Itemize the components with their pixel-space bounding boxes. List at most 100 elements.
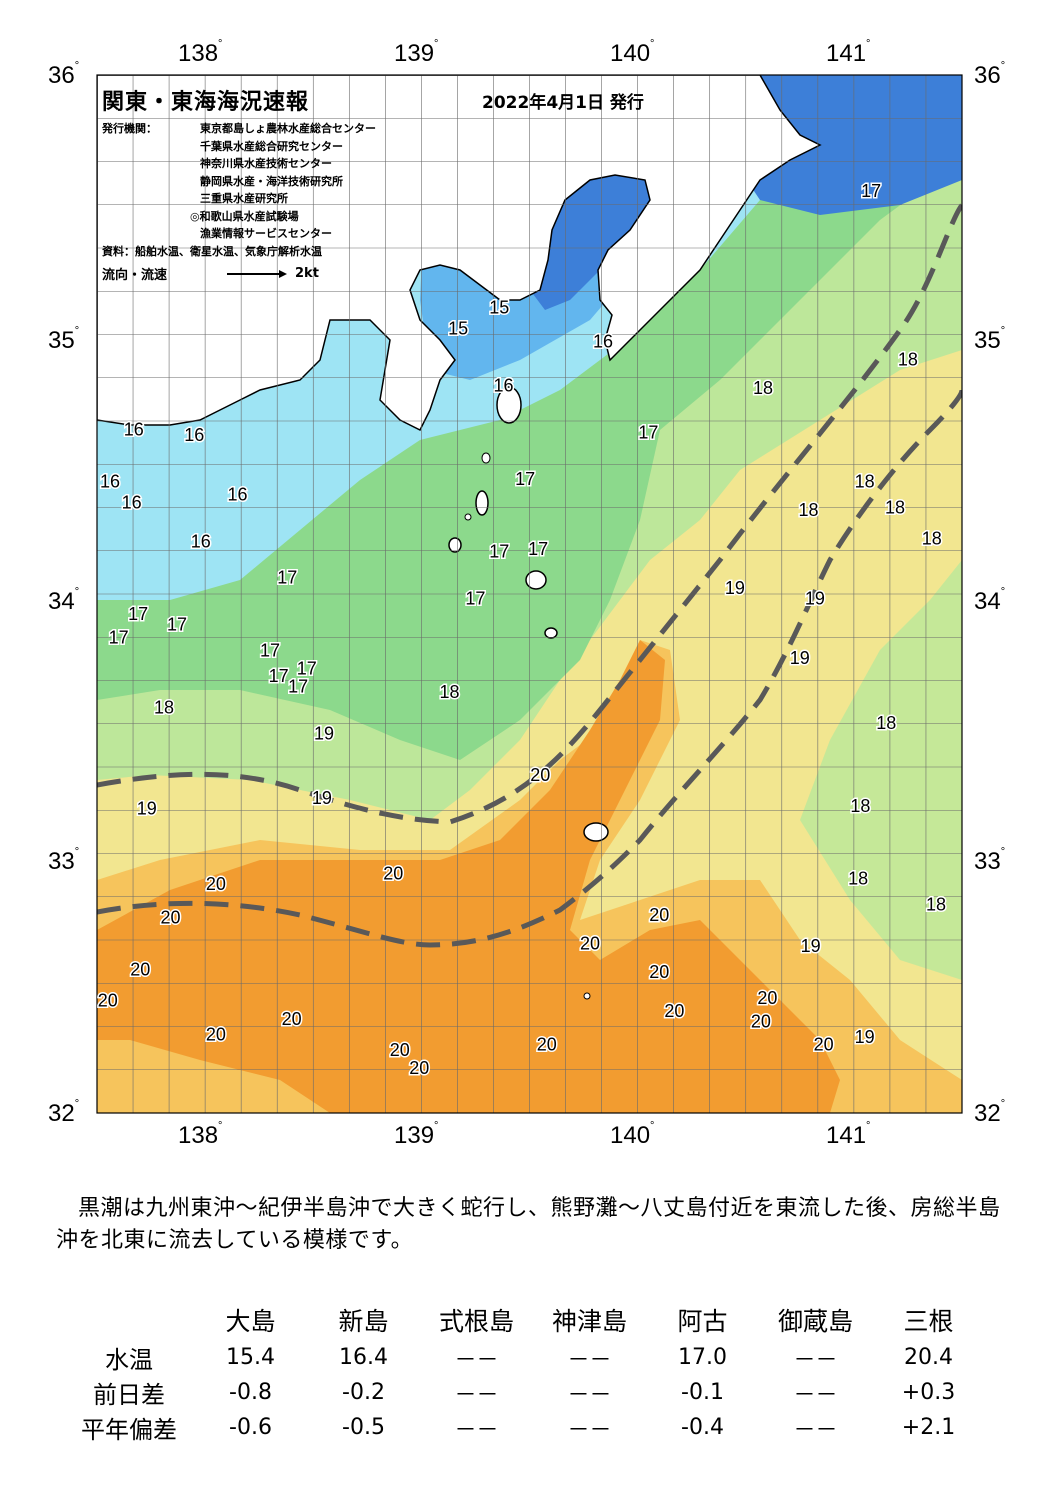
- temperature-label: 18: [850, 796, 870, 816]
- zone-18-east: [800, 560, 962, 980]
- temperature-label: 18: [922, 529, 942, 549]
- station-header: 大島: [225, 1307, 276, 1336]
- temperature-label: 16: [228, 485, 248, 505]
- temperature-label: 15: [489, 298, 509, 318]
- lon-label-top-140: 140°: [610, 38, 655, 67]
- temperature-label: 17: [489, 542, 509, 562]
- temperature-label: 17: [109, 627, 129, 647]
- island-shikinejima: [464, 513, 472, 521]
- row-label: 平年偏差: [81, 1416, 177, 1444]
- temperature-label: 20: [649, 905, 669, 925]
- island-mikurajima: [544, 627, 558, 639]
- temperature-label: 16: [593, 331, 613, 351]
- temperature-label: 19: [805, 588, 825, 608]
- temperature-label: 16: [191, 531, 211, 551]
- table-row: 平年偏差 -0.6 -0.5 －－ －－ -0.4 －－ +2.1: [64, 1410, 985, 1445]
- lon-label-top-138: 138°: [178, 38, 223, 67]
- table-cell: 17.0: [678, 1345, 727, 1370]
- flow-legend-scale: 2kt: [295, 266, 319, 281]
- temperature-label: 17: [260, 640, 280, 660]
- temperature-label: 20: [757, 988, 777, 1008]
- table-cell: -0.6: [229, 1415, 272, 1440]
- table-cell: +0.3: [901, 1380, 956, 1405]
- lon-label-top-141: 141°: [826, 38, 871, 67]
- temperature-label: 17: [288, 677, 308, 697]
- station-header: 式根島: [438, 1307, 514, 1336]
- temperature-label: 20: [206, 1024, 226, 1044]
- temperature-label: 20: [537, 1035, 557, 1055]
- agency-item: 静岡県水産・海洋技術研究所: [200, 174, 343, 188]
- zone-21: [97, 640, 840, 1113]
- station-header: 阿古: [677, 1307, 728, 1336]
- lat-label-left-33: 33°: [48, 846, 80, 875]
- lat-label-left-36: 36°: [48, 60, 80, 89]
- lat-label-left-34: 34°: [48, 586, 80, 615]
- table-header-row: 大島 新島 式根島 神津島 阿古 御蔵島 三根: [64, 1300, 985, 1340]
- lon-label-bottom-138: 138°: [178, 1120, 223, 1149]
- temperature-label: 20: [664, 1001, 684, 1021]
- lon-label-bottom-140: 140°: [610, 1120, 655, 1149]
- temperature-label: 17: [269, 666, 289, 686]
- station-stats-table: 大島 新島 式根島 神津島 阿古 御蔵島 三根 水温 15.4 16.4 －－ …: [64, 1300, 985, 1445]
- temperature-label: 20: [580, 934, 600, 954]
- data-source: 資料：船舶水温、衛星水温、気象庁解析水温: [102, 244, 322, 258]
- temperature-label: 20: [98, 991, 118, 1011]
- island-hachijojima: [583, 822, 609, 842]
- kuroshio-axis-north: [97, 203, 962, 825]
- island-miyakejima: [525, 570, 547, 590]
- table-cell: -0.5: [342, 1415, 385, 1440]
- temperature-label: 20: [409, 1058, 429, 1078]
- temperature-label: 20: [530, 765, 550, 785]
- lat-label-left-35: 35°: [48, 325, 80, 354]
- temperature-label: 20: [206, 874, 226, 894]
- lon-label-bottom-141: 141°: [826, 1120, 871, 1149]
- kuroshio-axis-south: [97, 389, 962, 948]
- temperature-label: 17: [638, 422, 658, 442]
- lat-label-right-32: 32°: [974, 1098, 1006, 1127]
- temperature-label: 18: [439, 682, 459, 702]
- temperature-label: 18: [885, 498, 905, 518]
- temperature-label: 16: [100, 472, 120, 492]
- map-frame: [96, 74, 963, 1114]
- temperature-label: 20: [751, 1011, 771, 1031]
- temperature-label: 20: [130, 959, 150, 979]
- station-header: 三根: [903, 1307, 954, 1336]
- temperature-label: 17: [297, 658, 317, 678]
- temperature-label: 16: [184, 425, 204, 445]
- land-kanto: [97, 75, 822, 432]
- island-oshima: [496, 386, 522, 424]
- table-cell: +2.1: [901, 1415, 956, 1440]
- temperature-label: 18: [855, 472, 875, 492]
- temperature-label: 19: [801, 936, 821, 956]
- agency-item: 東京都島しょ農林水産総合センター: [200, 122, 376, 135]
- table-cell: －－: [793, 1382, 838, 1408]
- temperature-label: 20: [390, 1040, 410, 1060]
- table-cell: 15.4: [226, 1345, 275, 1370]
- temperature-label: 20: [649, 962, 669, 982]
- temperature-label: 18: [898, 350, 918, 370]
- table-cell: －－: [793, 1417, 838, 1443]
- temperature-label: 19: [137, 799, 157, 819]
- agency-item: 三重県水産研究所: [200, 192, 288, 205]
- map-title: 関東・東海海況速報: [102, 90, 310, 115]
- temperature-label: 17: [515, 469, 535, 489]
- row-label: 水温: [105, 1346, 153, 1374]
- temperature-label: 20: [161, 908, 181, 928]
- table-cell: －－: [567, 1382, 612, 1408]
- table-cell: －－: [454, 1382, 499, 1408]
- station-header: 神津島: [551, 1307, 627, 1336]
- temperature-label: 16: [122, 492, 142, 512]
- temperature-label: 17: [528, 539, 548, 559]
- agency-item: 漁業情報サービスセンター: [200, 227, 332, 240]
- table-cell: -0.4: [681, 1415, 724, 1440]
- temperature-label: 20: [383, 863, 403, 883]
- temperature-label: 19: [855, 1027, 875, 1047]
- table-row: 水温 15.4 16.4 －－ －－ 17.0 －－ 20.4: [64, 1340, 985, 1375]
- island-toshima: [481, 452, 491, 464]
- temperature-label: 19: [312, 788, 332, 808]
- table-row: 前日差 -0.8 -0.2 －－ －－ -0.1 －－ +0.3: [64, 1375, 985, 1410]
- agency-item: ◎和歌山県水産試験場: [190, 209, 299, 223]
- lon-label-bottom-139: 139°: [394, 1120, 439, 1149]
- lat-label-right-35: 35°: [974, 325, 1006, 354]
